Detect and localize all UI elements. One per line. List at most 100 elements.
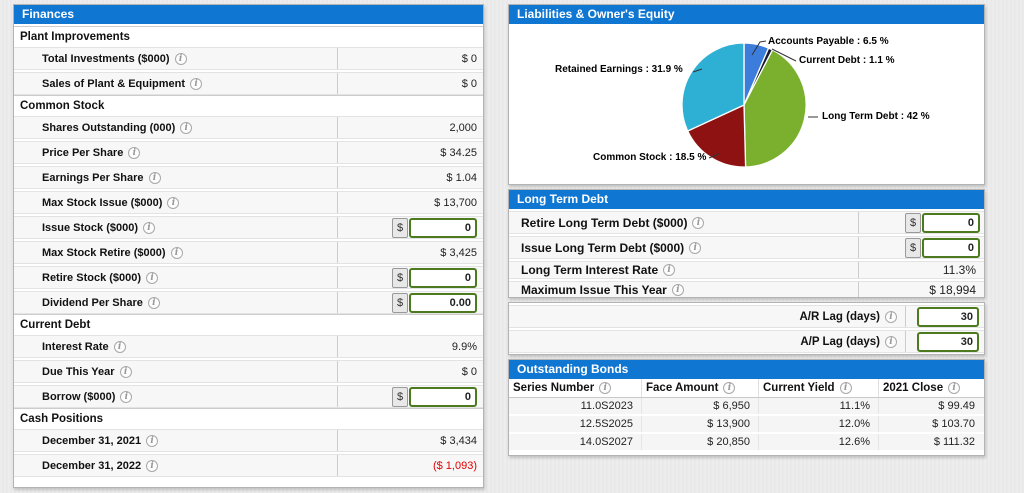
- liabilities-equity-header: Liabilities & Owner's Equity: [509, 5, 984, 24]
- info-icon[interactable]: [143, 221, 155, 234]
- pie-slice-long-term-debt: [743, 49, 807, 168]
- info-icon[interactable]: [113, 340, 126, 353]
- info-icon[interactable]: [948, 382, 961, 394]
- info-icon[interactable]: [146, 271, 159, 284]
- info-icon[interactable]: [839, 382, 852, 394]
- row-label: Issue Stock ($000): [42, 221, 138, 234]
- pie-chart: Accounts Payable : 6.5 % Current Debt : …: [509, 24, 984, 184]
- bond-yield: 11.1%: [759, 398, 879, 414]
- row-label: Due This Year: [42, 365, 115, 378]
- dollar-prefix: $: [392, 217, 408, 238]
- row-label: December 31, 2022: [42, 459, 142, 472]
- row-label: Earnings Per Share: [42, 171, 144, 184]
- row-earnings-per-share: Earnings Per Share $ 1.04: [14, 166, 483, 189]
- info-icon[interactable]: [692, 216, 705, 229]
- pie-label-long-term-debt: Long Term Debt : 42 %: [822, 111, 930, 122]
- row-value: $ 0: [461, 365, 477, 378]
- pie-label-common-stock: Common Stock : 18.5 %: [593, 152, 707, 163]
- bond-face: $ 20,850: [642, 434, 759, 450]
- row-label: December 31, 2021: [42, 434, 142, 447]
- info-icon[interactable]: [148, 171, 161, 184]
- col-series-number: Series Number: [513, 382, 595, 394]
- info-icon[interactable]: [170, 246, 183, 259]
- row-cash-2021: December 31, 2021 $ 3,434: [14, 429, 483, 452]
- row-lt-interest-rate: Long Term Interest Rate 11.3%: [509, 261, 984, 279]
- row-ap-lag: A/P Lag (days): [509, 330, 984, 353]
- col-face-amount: Face Amount: [646, 382, 719, 394]
- info-icon[interactable]: [167, 196, 180, 209]
- row-value: $ 0: [461, 52, 477, 65]
- row-value: $ 3,434: [440, 434, 477, 447]
- row-borrow: Borrow ($000) $: [14, 385, 483, 408]
- row-label: A/R Lag (days): [799, 310, 880, 323]
- retire-ltd-input[interactable]: [922, 212, 980, 233]
- info-icon[interactable]: [190, 77, 203, 90]
- ap-lag-input[interactable]: [917, 331, 979, 352]
- info-icon[interactable]: [146, 459, 159, 472]
- row-label: Maximum Issue This Year: [521, 283, 667, 297]
- info-icon[interactable]: [663, 264, 676, 276]
- row-value: 11.3%: [942, 263, 976, 277]
- dollar-prefix: $: [905, 212, 921, 233]
- bond-series: 11.0S2023: [509, 398, 642, 414]
- row-label: Total Investments ($000): [42, 52, 170, 65]
- row-interest-rate: Interest Rate 9.9%: [14, 335, 483, 358]
- info-icon[interactable]: [147, 296, 160, 309]
- row-issue-ltd: Issue Long Term Debt ($000) $: [509, 236, 984, 259]
- info-icon[interactable]: [885, 335, 897, 348]
- row-label: Price Per Share: [42, 146, 124, 159]
- borrow-input[interactable]: [409, 386, 477, 407]
- row-max-stock-retire: Max Stock Retire ($000) $ 3,425: [14, 241, 483, 264]
- row-max-issue-this-year: Maximum Issue This Year $ 18,994: [509, 281, 984, 297]
- info-icon[interactable]: [180, 121, 193, 134]
- info-icon[interactable]: [671, 284, 684, 296]
- liabilities-equity-panel: Liabilities & Owner's Equity Accounts Pa…: [508, 4, 985, 185]
- row-ar-lag: A/R Lag (days): [509, 305, 984, 328]
- info-icon[interactable]: [689, 241, 702, 254]
- info-icon[interactable]: [120, 390, 133, 403]
- lags-panel: A/R Lag (days) A/P Lag (days): [508, 302, 985, 355]
- bond-yield: 12.0%: [759, 416, 879, 432]
- info-icon[interactable]: [723, 382, 736, 394]
- row-value: $ 13,700: [434, 196, 477, 209]
- info-icon[interactable]: [128, 146, 141, 159]
- row-label: Borrow ($000): [42, 390, 116, 403]
- issue-ltd-input[interactable]: [922, 237, 980, 258]
- retire-stock-input[interactable]: [409, 267, 477, 288]
- info-icon[interactable]: [146, 434, 159, 447]
- bond-series: 12.5S2025: [509, 416, 642, 432]
- finances-panel: Finances Plant Improvements Total Invest…: [13, 4, 484, 488]
- outstanding-bonds-panel: Outstanding Bonds Series Number Face Amo…: [508, 359, 985, 456]
- bond-yield: 12.6%: [759, 434, 879, 450]
- section-cash-positions: Cash Positions: [14, 408, 483, 427]
- row-retire-ltd: Retire Long Term Debt ($000) $: [509, 211, 984, 234]
- dollar-prefix: $: [392, 292, 408, 313]
- ar-lag-input[interactable]: [917, 306, 979, 327]
- row-label: A/P Lag (days): [800, 335, 880, 348]
- dividend-per-share-input[interactable]: [409, 292, 477, 313]
- pie-slice-retained-earnings: [681, 42, 745, 132]
- col-current-yield: Current Yield: [763, 382, 835, 394]
- dollar-prefix: $: [392, 267, 408, 288]
- long-term-debt-panel: Long Term Debt Retire Long Term Debt ($0…: [508, 189, 985, 298]
- row-value: $ 1.04: [446, 171, 477, 184]
- issue-stock-input[interactable]: [409, 217, 477, 238]
- section-current-debt: Current Debt: [14, 314, 483, 333]
- bond-row: 12.5S2025 $ 13,900 12.0% $ 103.70: [509, 416, 984, 434]
- bond-row: 14.0S2027 $ 20,850 12.6% $ 111.32: [509, 434, 984, 452]
- row-label: Max Stock Issue ($000): [42, 196, 163, 209]
- info-icon[interactable]: [885, 310, 897, 323]
- row-retire-stock: Retire Stock ($000) $: [14, 266, 483, 289]
- info-icon[interactable]: [599, 382, 612, 394]
- row-due-this-year: Due This Year $ 0: [14, 360, 483, 383]
- row-dividend-per-share: Dividend Per Share $: [14, 291, 483, 314]
- bond-close: $ 99.49: [938, 400, 975, 412]
- info-icon[interactable]: [119, 365, 132, 378]
- info-icon[interactable]: [174, 52, 187, 65]
- bond-face: $ 6,950: [642, 398, 759, 414]
- row-max-stock-issue: Max Stock Issue ($000) $ 13,700: [14, 191, 483, 214]
- row-label: Dividend Per Share: [42, 296, 143, 309]
- row-sales-plant-equipment: Sales of Plant & Equipment $ 0: [14, 72, 483, 95]
- bonds-column-headers: Series Number Face Amount Current Yield …: [509, 379, 984, 398]
- pie-label-accounts-payable: Accounts Payable : 6.5 %: [768, 36, 889, 47]
